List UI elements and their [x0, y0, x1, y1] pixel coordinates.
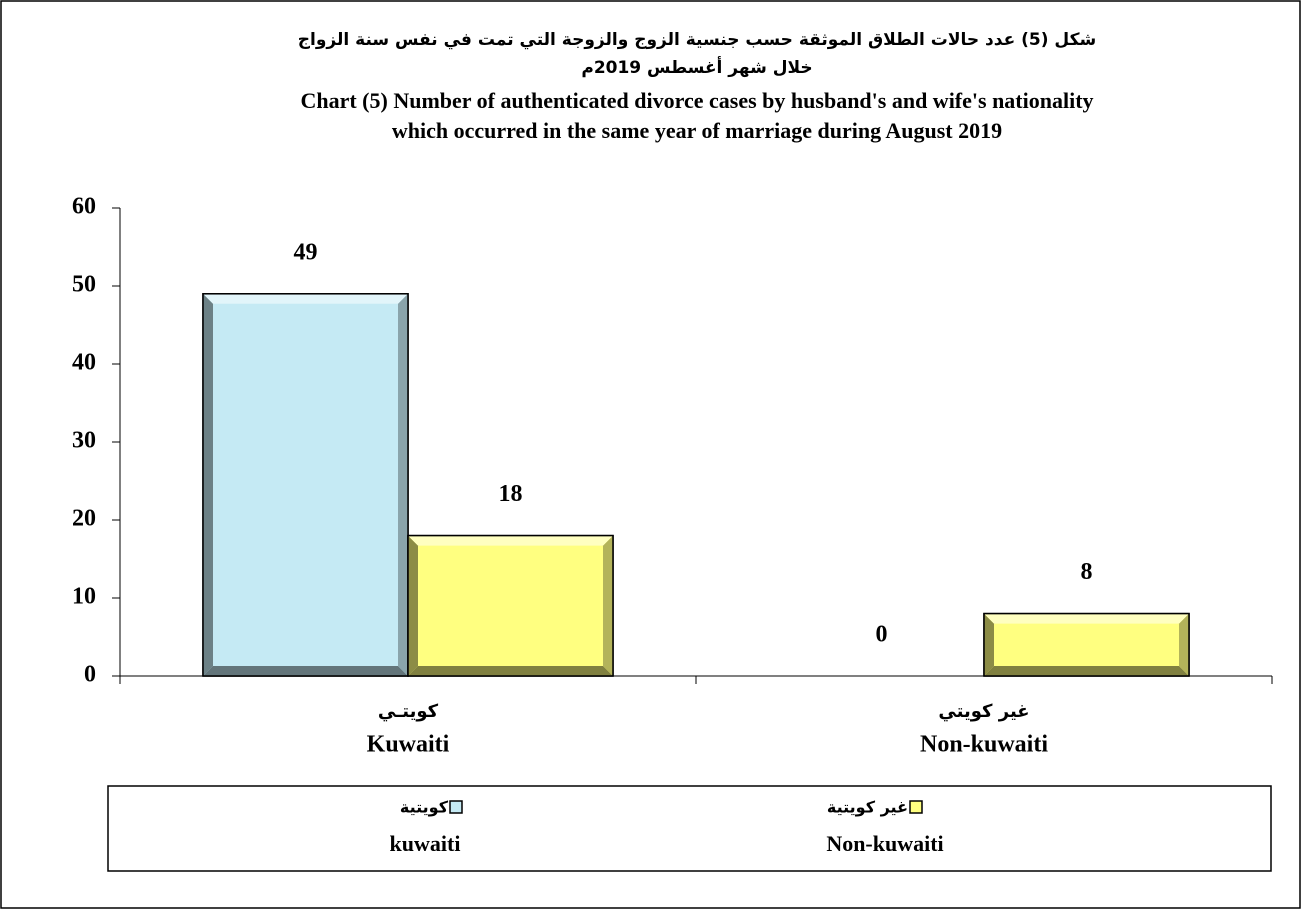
- bar-bevel: [984, 613, 994, 676]
- bar-outline: [407, 534, 614, 677]
- bar-bevel: [203, 293, 213, 676]
- legend-label: Non-kuwaiti: [826, 831, 943, 856]
- data-label: 18: [499, 481, 523, 507]
- y-tick-label: 40: [72, 350, 96, 376]
- legend-label-ar: كويتية: [400, 798, 449, 817]
- chart-title: Chart (5) Number of authenticated divorc…: [300, 88, 1093, 113]
- y-tick-label: 60: [72, 194, 96, 220]
- bar: [407, 534, 614, 677]
- legend-box: [107, 785, 1272, 872]
- bar-bevel: [1179, 613, 1189, 676]
- bar-outline: [983, 612, 1190, 677]
- x-tick-label-ar: غير كويتي: [938, 701, 1029, 722]
- data-label: 49: [294, 239, 318, 265]
- bar-bevel: [603, 535, 613, 676]
- legend-label: kuwaiti: [390, 831, 461, 856]
- data-label: 0: [876, 622, 888, 648]
- y-tick-label: 10: [72, 584, 96, 610]
- x-tick-label: Kuwaiti: [367, 732, 450, 758]
- y-tick-label: 30: [72, 428, 96, 454]
- data-label: 8: [1081, 559, 1093, 585]
- x-tick-label-ar: كويتـي: [378, 701, 439, 722]
- y-tick-label: 50: [72, 272, 96, 298]
- bar-bevel: [398, 293, 408, 676]
- chart-title-ar: شكل (5) عدد حالات الطلاق الموثقة حسب جنس…: [298, 30, 1096, 50]
- legend-label-ar: غير كويتية: [827, 798, 908, 817]
- bar-bevel: [408, 535, 418, 676]
- bar-bevel: [408, 666, 613, 676]
- bar-bevel: [203, 293, 408, 304]
- bar-bevel: [984, 666, 1189, 676]
- legend-swatch: [909, 800, 923, 814]
- bar-bevel: [984, 613, 1189, 624]
- bar-outline: [202, 293, 409, 677]
- bar-bevel: [408, 535, 613, 546]
- bar-bevel: [203, 666, 408, 676]
- chart-title: which occurred in the same year of marri…: [392, 118, 1002, 143]
- y-tick-label: 0: [84, 662, 96, 688]
- x-tick-label: Non-kuwaiti: [920, 732, 1048, 758]
- legend-swatch: [449, 800, 463, 814]
- y-tick-label: 20: [72, 506, 96, 532]
- bar: [202, 293, 409, 677]
- chart-title-ar: خلال شهر أغسطس 2019م: [581, 56, 812, 78]
